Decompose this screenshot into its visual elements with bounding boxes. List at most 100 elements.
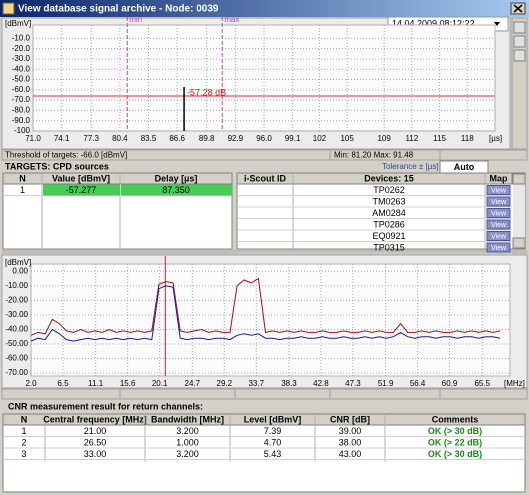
targets-title: TARGETS: CPD sources (5, 161, 109, 171)
view-button[interactable] (486, 208, 511, 218)
title-bar (0, 0, 529, 17)
signal-line (30, 277, 501, 336)
tool-button[interactable] (513, 21, 526, 34)
x-tick-label: 89.8 (199, 134, 215, 143)
splitter (2, 250, 527, 254)
strip (1, 388, 528, 400)
cell: 38.00 (339, 437, 362, 447)
y-tick-label: -80.0 (12, 106, 31, 115)
x-tick-label: 29.2 (217, 379, 233, 388)
column-header: N (21, 414, 28, 424)
column-header: CNR [dB] (330, 414, 370, 424)
scrollbar[interactable] (513, 174, 525, 248)
x-tick-label: 112 (405, 134, 418, 143)
device-id: EQ0921 (372, 231, 405, 241)
view-button[interactable] (486, 231, 511, 241)
x-unit-label: [µs] (489, 134, 502, 143)
x-tick-label: 96.0 (256, 134, 272, 143)
device-id: TP0315 (373, 242, 405, 252)
marker-label: max (224, 15, 239, 24)
tolerance-value: Auto (454, 162, 475, 172)
y-tick-label: -60.0 (12, 85, 31, 94)
x-tick-label: 2.0 (25, 379, 37, 388)
cell: 3.200 (176, 449, 199, 459)
x-tick-label: 115 (433, 134, 446, 143)
plot-area (30, 263, 511, 377)
x-tick-label: 65.5 (474, 379, 490, 388)
x-tick-label: 92.9 (228, 134, 244, 143)
view-button[interactable] (486, 219, 511, 230)
view-button-label: View (491, 222, 507, 229)
view-button-label: View (491, 199, 507, 206)
y-tick-label: -50.00 (5, 339, 28, 348)
view-button-label: View (491, 210, 507, 217)
scroll-down[interactable] (512, 237, 526, 249)
column-header: Central frequency [MHz] (43, 414, 147, 424)
x-tick-label: 77.3 (83, 134, 99, 143)
x-tick-label: 15.6 (120, 379, 136, 388)
table-header (236, 172, 513, 185)
cnr-table (2, 413, 526, 493)
x-tick-label: 83.5 (141, 134, 157, 143)
view-button[interactable] (486, 242, 511, 253)
x-tick-label: 24.7 (185, 379, 201, 388)
device-id: TP0286 (373, 219, 405, 229)
y-tick-label: -70.0 (12, 95, 31, 104)
dropdown-arrow (494, 22, 500, 26)
cell: 39.00 (339, 426, 362, 436)
y-tick-label: 0.00 (12, 266, 28, 275)
x-tick-label: 42.8 (313, 379, 329, 388)
y-axis-label: [dBmV] (5, 258, 31, 267)
x-tick-label: 11.1 (88, 379, 104, 388)
y-tick-label: -20.00 (5, 295, 28, 304)
marker-label: min (129, 15, 142, 24)
cell: 3.200 (176, 426, 199, 436)
close-icon (513, 4, 523, 13)
y-tick-label: -40.00 (5, 325, 28, 334)
x-tick-label: 74.1 (54, 134, 70, 143)
cell: 43.00 (339, 449, 362, 459)
y-tick-label: -20.0 (12, 44, 31, 53)
cnr-title: CNR measurement result for return channe… (8, 401, 203, 411)
scroll-up[interactable] (512, 173, 526, 185)
y-axis-label: [dBmV] (5, 19, 31, 28)
x-tick-label: 86.6 (169, 134, 185, 143)
plot-area (32, 24, 496, 132)
device-id: TM0263 (372, 196, 405, 206)
view-button[interactable] (486, 185, 511, 195)
cell: 21.00 (84, 426, 107, 436)
column-header: Map (490, 173, 509, 183)
x-tick-label: 20.1 (152, 379, 168, 388)
view-button[interactable] (486, 196, 511, 207)
x-tick-label: 6.5 (57, 379, 69, 388)
view-button-label: View (491, 245, 507, 252)
cell: 2 (21, 437, 26, 447)
device-id: AM0284 (372, 208, 406, 218)
status-bar (1, 149, 528, 161)
devices-table (236, 172, 526, 250)
column-header: N (19, 173, 26, 183)
value-label: -57.28 dB (187, 87, 226, 97)
y-tick-label: -60.00 (5, 354, 28, 363)
x-tick-label: 33.7 (248, 379, 264, 388)
x-tick-label: 71.0 (25, 134, 41, 143)
tolerance-label: Tolerance ± [µs]: (382, 162, 441, 171)
x-tick-label: 102 (313, 134, 327, 143)
y-tick-label: -100 (14, 126, 31, 135)
view-button-label: View (491, 233, 507, 240)
tool-button[interactable] (513, 49, 526, 62)
y-tick-label: -40.0 (12, 64, 31, 73)
signal-line (30, 285, 501, 342)
cell: 1 (20, 185, 25, 195)
x-tick-label: 105 (340, 134, 354, 143)
cell: 1.000 (176, 437, 199, 447)
column-header: Level [dBmV] (244, 414, 302, 424)
tool-button[interactable] (513, 35, 526, 48)
x-tick-label: 38.3 (281, 379, 297, 388)
y-tick-label: -90.0 (12, 116, 31, 125)
cell: 87.350 (162, 185, 190, 195)
cell: 4.70 (264, 437, 282, 447)
x-tick-label: 109 (377, 134, 391, 143)
cell: 7.39 (264, 426, 282, 436)
